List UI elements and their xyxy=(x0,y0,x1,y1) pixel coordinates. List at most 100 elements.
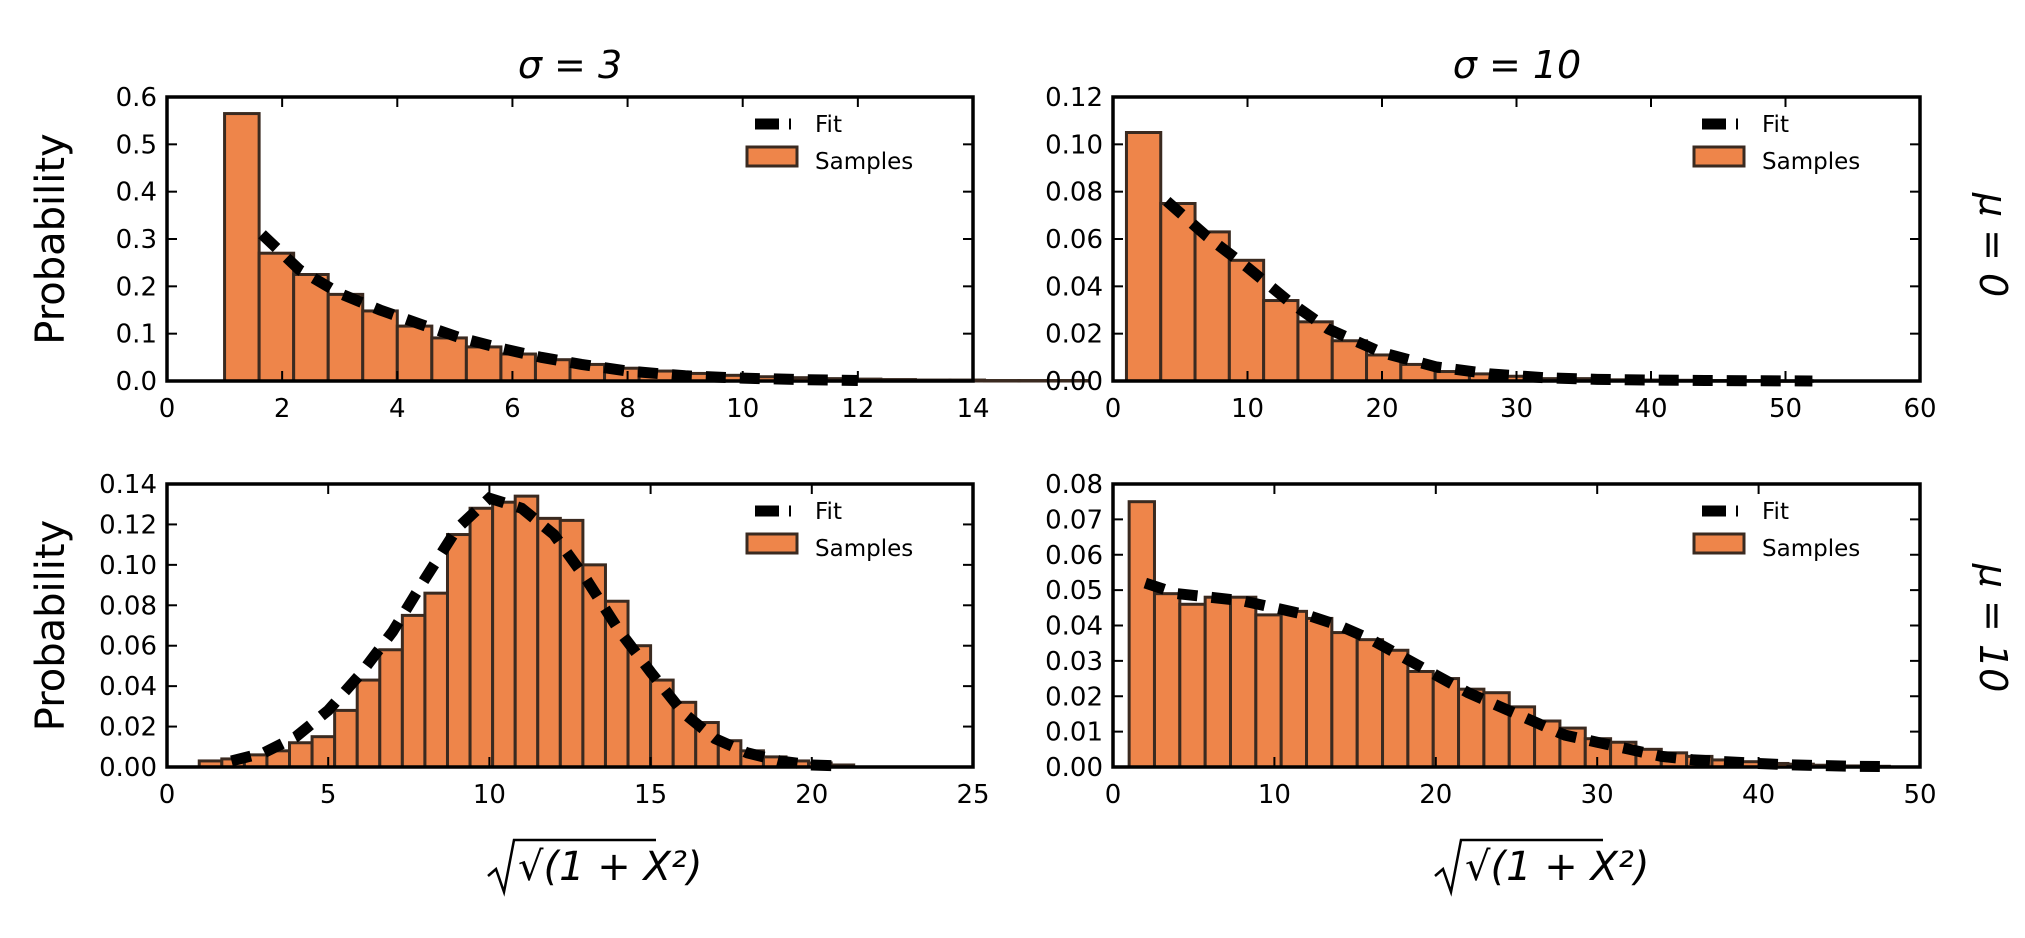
histogram-bar xyxy=(983,379,1021,383)
x-tick-label: 6 xyxy=(504,394,521,424)
x-tick-label: 20 xyxy=(1419,780,1452,810)
histogram-bar xyxy=(468,506,495,769)
histogram-bar xyxy=(513,494,540,769)
histogram-bar xyxy=(1431,677,1461,769)
y-tick-label: 0.04 xyxy=(99,672,157,702)
x-tick-label: 60 xyxy=(1903,394,1936,424)
column-title-sigma-10: σ = 10 xyxy=(1453,43,1581,87)
histogram-bar xyxy=(326,292,365,383)
fit-line xyxy=(1143,577,1888,773)
histogram-bar xyxy=(1178,602,1207,769)
y-tick-label: 0.00 xyxy=(1045,367,1103,397)
x-tick-label: 14 xyxy=(956,394,989,424)
legend-samples-swatch xyxy=(745,145,799,168)
y-tick-label: 0.08 xyxy=(1045,470,1103,500)
y-tick-label: 0.01 xyxy=(1045,718,1103,748)
histogram-bar xyxy=(1203,595,1232,769)
y-tick-label: 0.04 xyxy=(1045,272,1103,302)
legend-samples-swatch xyxy=(1692,532,1746,555)
histogram-bar xyxy=(445,533,472,769)
y-tick-label: 0.04 xyxy=(1045,612,1103,642)
histogram-bar xyxy=(1254,613,1283,769)
y-tick-label: 0.07 xyxy=(1045,505,1103,535)
fit-line xyxy=(258,230,858,387)
legend-samples-label: Samples xyxy=(815,536,913,562)
x-tick-label: 25 xyxy=(956,780,989,810)
y-tick-label: 0.03 xyxy=(1045,647,1103,677)
legend-fit-label: Fit xyxy=(1762,112,1789,138)
row-title-mu-10: μ = 10 xyxy=(1971,563,2015,693)
axes-frame xyxy=(165,482,975,769)
legend-samples-label: Samples xyxy=(815,149,913,175)
y-tick-label: 0.2 xyxy=(116,272,157,302)
histogram-bar xyxy=(536,516,562,769)
histogram-bar xyxy=(292,273,330,383)
legend-samples-label: Samples xyxy=(1762,149,1860,175)
histogram-bar xyxy=(395,324,434,383)
x-tick-label: 4 xyxy=(389,394,406,424)
xlabel-left: √(1 + X²) xyxy=(487,838,703,897)
y-axis-label: Probability xyxy=(28,133,74,344)
xlabel-right: √(1 + X²) xyxy=(1434,838,1650,897)
x-tick-label: 0 xyxy=(159,780,176,810)
x-tick-label: 8 xyxy=(619,394,636,424)
y-tick-label: 0.06 xyxy=(1045,541,1103,571)
x-tick-label: 12 xyxy=(841,394,874,424)
histogram-bar xyxy=(423,591,449,769)
legend-fit-label: Fit xyxy=(815,499,842,525)
histogram-bar xyxy=(310,735,337,769)
y-tick-label: 0.12 xyxy=(1045,83,1103,113)
histogram-bar xyxy=(361,309,399,383)
histogram-bar xyxy=(491,500,517,769)
x-tick-label: 10 xyxy=(1258,780,1291,810)
histogram-bar xyxy=(378,648,404,769)
xlabel-right-text: √(1 + X²) xyxy=(1465,844,1650,890)
legend-fit-label: Fit xyxy=(1762,499,1789,525)
histogram-bar xyxy=(355,678,382,769)
histogram-bar xyxy=(1355,638,1385,769)
x-tick-label: 30 xyxy=(1500,394,1533,424)
y-tick-label: 0.06 xyxy=(1045,225,1103,255)
histogram-bar xyxy=(1124,131,1163,383)
y-tick-label: 0.4 xyxy=(116,178,157,208)
row-title-mu-0: μ = 0 xyxy=(1971,192,2015,297)
y-tick-label: 0.6 xyxy=(116,83,157,113)
y-tick-label: 0.00 xyxy=(99,753,157,783)
histogram-bar xyxy=(603,599,630,769)
x-tick-label: 40 xyxy=(1634,394,1667,424)
histogram-bar xyxy=(1406,669,1435,769)
panel-bottom-left: 0 5 10 15 20 25 0.00 0.02 0.04 0.06 0.08 0.10 0.12 0.… xyxy=(28,470,990,810)
y-tick-label: 0.05 xyxy=(1045,576,1103,606)
y-tick-label: 0.12 xyxy=(99,510,157,540)
x-tick-label: 2 xyxy=(274,394,291,424)
histogram-bar xyxy=(257,251,296,383)
xlabel-left-radical xyxy=(487,838,656,897)
y-tick-label: 0.02 xyxy=(1045,682,1103,712)
y-tick-label: 0.06 xyxy=(99,632,157,662)
x-tick-label: 15 xyxy=(634,780,667,810)
histogram-bar xyxy=(1305,616,1334,769)
y-tick-label: 0.1 xyxy=(116,320,157,350)
y-tick-label: 0.02 xyxy=(99,713,157,743)
y-tick-label: 0.3 xyxy=(116,225,157,255)
x-tick-label: 30 xyxy=(1581,780,1614,810)
column-title-sigma-3: σ = 3 xyxy=(518,43,622,87)
panel-bottom-right: 0 10 20 30 40 50 0.00 0.01 0.02 0.03 0.04 0.05 0.06 0… xyxy=(1045,470,1936,810)
histogram-bar xyxy=(1052,379,1090,383)
y-tick-label: 0.5 xyxy=(116,130,157,160)
histogram-bar xyxy=(1152,592,1182,769)
panel-top-left: 0 2 4 6 8 10 12 14 0.0 0.1 0.2 0.3 0.4 0.5 0.6 Probabil… xyxy=(28,83,1090,424)
histogram-bar xyxy=(1228,595,1258,769)
y-tick-label: 0.08 xyxy=(99,591,157,621)
x-tick-label: 50 xyxy=(1903,780,1936,810)
x-tick-label: 20 xyxy=(795,780,828,810)
legend-fit-label: Fit xyxy=(815,112,842,138)
histogram-bar xyxy=(288,741,314,769)
legend-samples-label: Samples xyxy=(1762,536,1860,562)
histogram-bar xyxy=(1159,202,1197,383)
histogram-bar xyxy=(1330,631,1359,769)
histogram-bar xyxy=(464,345,503,383)
legend-samples-swatch xyxy=(1692,145,1746,168)
panels: 0 2 4 6 8 10 12 14 0.0 0.1 0.2 0.3 0.4 0.5 0.6 Probabil… xyxy=(28,83,1937,810)
